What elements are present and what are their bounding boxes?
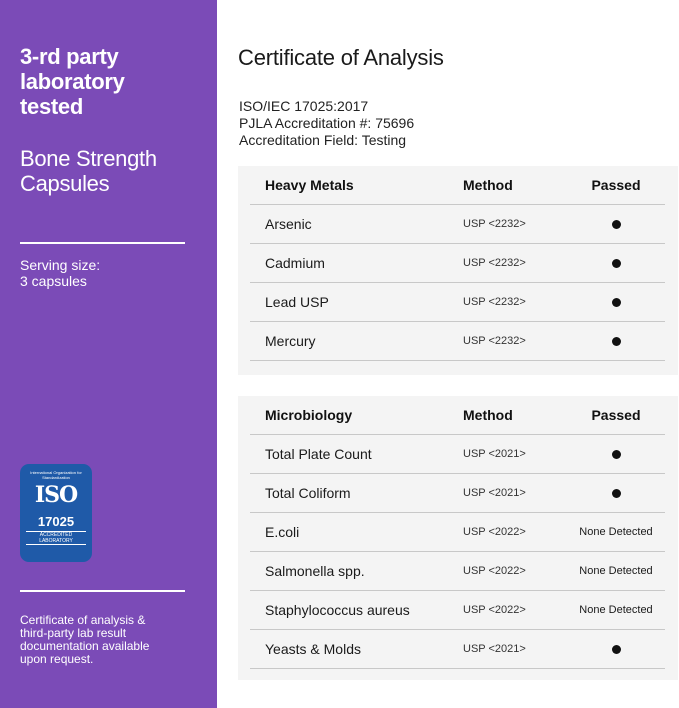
- iso-ring-text: International Organization for Standardi…: [30, 470, 82, 480]
- availability-note: Certificate of analysis & third-party la…: [20, 613, 150, 666]
- test-name: Mercury: [265, 333, 316, 349]
- test-name: Total Plate Count: [265, 446, 372, 462]
- passed-status: [560, 322, 672, 361]
- iso-caption: ACCREDITED LABORATORY: [26, 531, 86, 545]
- iso-number: 17025: [37, 514, 75, 529]
- divider: [20, 590, 185, 592]
- test-method: USP <2232>: [463, 335, 526, 347]
- column-header: Passed: [591, 177, 641, 193]
- accreditation-standard: ISO/IEC 17025:2017: [239, 98, 369, 114]
- table-row: E.coli USP <2022> None Detected: [250, 513, 665, 552]
- table-row: Lead USP USP <2232>: [250, 283, 665, 322]
- test-name: Lead USP: [265, 294, 329, 310]
- passed-dot-icon: [611, 297, 621, 307]
- test-name: Staphylococcus aureus: [265, 602, 410, 618]
- passed-status: None Detected: [579, 526, 653, 538]
- table-row: Salmonella spp. USP <2022> None Detected: [250, 552, 665, 591]
- headline: 3-rd party laboratory tested: [20, 44, 125, 119]
- passed-status: [560, 283, 672, 322]
- product-name: Bone Strength Capsules: [20, 146, 157, 196]
- passed-status: [560, 474, 672, 513]
- test-name: Total Coliform: [265, 485, 351, 501]
- column-header: Passed: [591, 407, 641, 423]
- serving-value: 3 capsules: [20, 273, 87, 289]
- table-row: Total Plate Count USP <2021>: [250, 435, 665, 474]
- divider: [20, 242, 185, 244]
- iso-text: ISO: [34, 482, 78, 508]
- passed-dot-icon: [611, 644, 621, 654]
- table-row: Mercury USP <2232>: [250, 322, 665, 361]
- heavy-metals-table: Heavy Metals Method Passed Arsenic USP <2232…: [238, 166, 678, 375]
- accreditation-info: ISO/IEC 17025:2017 PJLA Accreditation #:…: [239, 98, 414, 149]
- accreditation-number: PJLA Accreditation #: 75696: [239, 115, 415, 131]
- serving-size: Serving size: 3 capsules: [20, 257, 100, 289]
- test-method: USP <2021>: [463, 487, 526, 499]
- test-name: Arsenic: [265, 216, 312, 232]
- column-header: Method: [463, 177, 513, 193]
- test-method: USP <2232>: [463, 218, 526, 230]
- passed-dot-icon: [611, 258, 621, 268]
- test-name: Salmonella spp.: [265, 563, 365, 579]
- table-header: Microbiology Method Passed: [250, 396, 665, 435]
- iso-badge-logo: International Organization for Standardi…: [20, 464, 92, 562]
- passed-status: [560, 435, 672, 474]
- column-header: Microbiology: [265, 407, 353, 423]
- passed-dot-icon: [611, 449, 621, 459]
- test-name: Yeasts & Molds: [265, 641, 361, 657]
- test-method: USP <2022>: [463, 526, 526, 538]
- accreditation-field: Accreditation Field: Testing: [239, 132, 407, 148]
- test-method: USP <2232>: [463, 296, 526, 308]
- sidebar: 3-rd party laboratory tested Bone Streng…: [0, 0, 217, 708]
- passed-status: [560, 630, 672, 669]
- serving-label: Serving size:: [20, 257, 101, 273]
- table-row: Total Coliform USP <2021>: [250, 474, 665, 513]
- passed-dot-icon: [611, 488, 621, 498]
- test-method: USP <2021>: [463, 643, 526, 655]
- column-header: Method: [463, 407, 513, 423]
- table-header: Heavy Metals Method Passed: [250, 166, 665, 205]
- test-name: E.coli: [265, 524, 300, 540]
- test-method: USP <2022>: [463, 604, 526, 616]
- table-row: Yeasts & Molds USP <2021>: [250, 630, 665, 669]
- passed-status: None Detected: [579, 604, 653, 616]
- passed-status: [560, 205, 672, 244]
- page-title: Certificate of Analysis: [238, 45, 444, 70]
- passed-status: None Detected: [579, 565, 653, 577]
- test-method: USP <2022>: [463, 565, 526, 577]
- test-method: USP <2232>: [463, 257, 526, 269]
- test-name: Cadmium: [265, 255, 325, 271]
- passed-dot-icon: [611, 219, 621, 229]
- table-row: Staphylococcus aureus USP <2022> None Dete…: [250, 591, 665, 630]
- column-header: Heavy Metals: [265, 177, 354, 193]
- microbiology-table: Microbiology Method Passed Total Plate Coun…: [238, 396, 678, 680]
- table-row: Cadmium USP <2232>: [250, 244, 665, 283]
- passed-dot-icon: [611, 336, 621, 346]
- passed-status: [560, 244, 672, 283]
- table-row: Arsenic USP <2232>: [250, 205, 665, 244]
- test-method: USP <2021>: [463, 448, 526, 460]
